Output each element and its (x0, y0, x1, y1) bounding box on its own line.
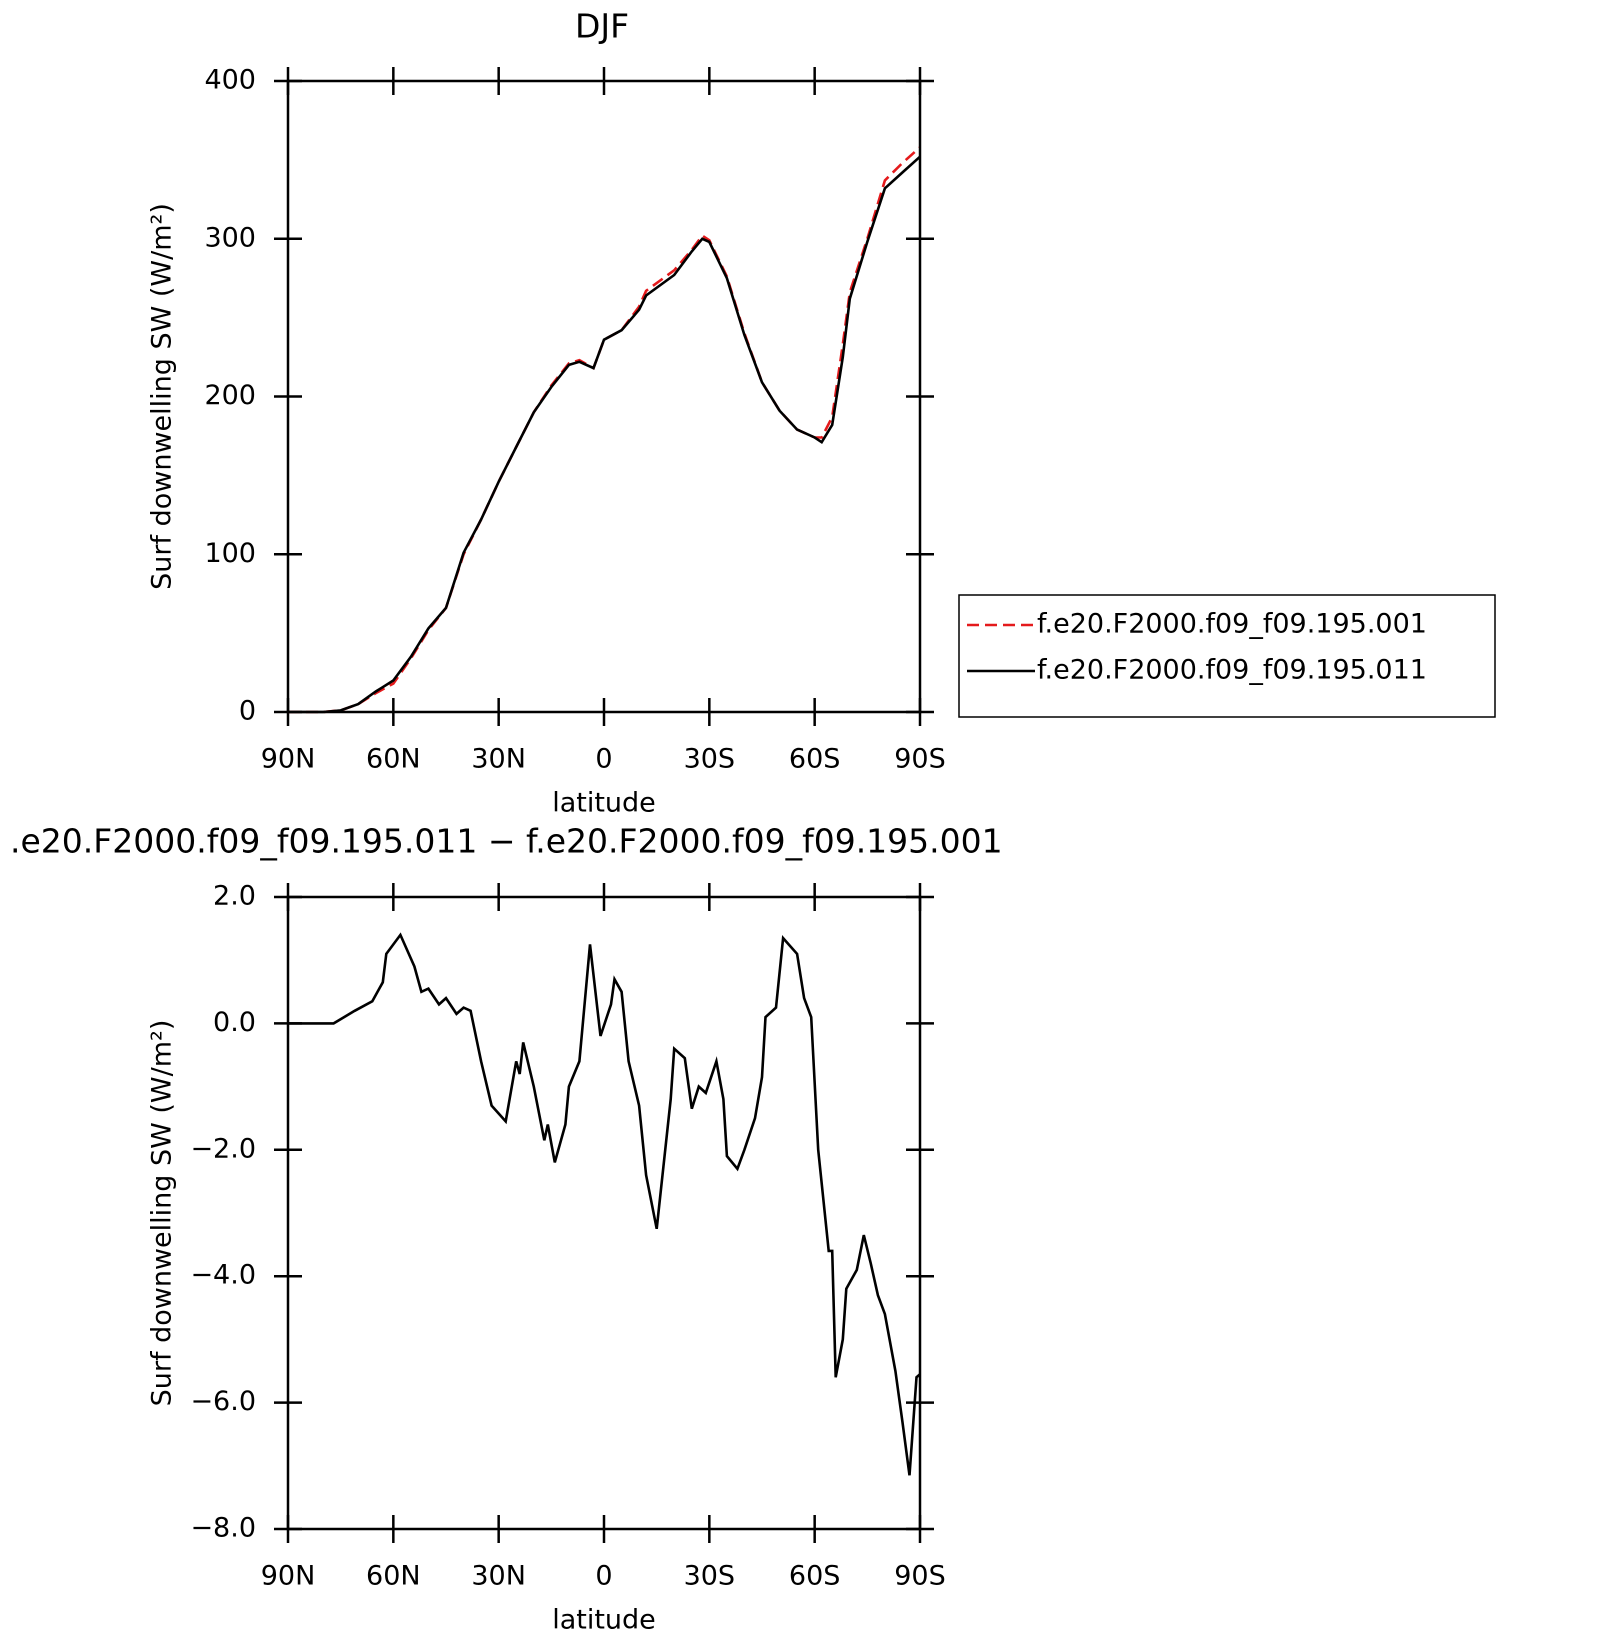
y-tick-label: 100 (204, 538, 256, 569)
y-tick-label: −4.0 (190, 1260, 256, 1291)
x-tick-label: 60N (366, 1561, 421, 1592)
y-tick-label: −6.0 (190, 1386, 256, 1417)
data-line (288, 932, 921, 1476)
data-line (288, 155, 921, 714)
x-tick-label: 30N (471, 744, 526, 775)
legend-box (958, 594, 1496, 718)
x-axis-label: latitude (552, 1605, 656, 1636)
plot-frame (286, 895, 922, 1531)
x-tick-label: 30N (471, 1561, 526, 1592)
x-tick-label: 0 (595, 744, 612, 775)
y-axis-label: Surf downwelling SW (W/m²) (147, 203, 178, 590)
data-line (288, 146, 921, 714)
x-tick-label: 30S (684, 1561, 736, 1592)
x-tick-label: 30S (684, 744, 736, 775)
y-axis-label: Surf downwelling SW (W/m²) (147, 1020, 178, 1407)
x-tick-label: 90S (894, 744, 946, 775)
y-tick-label: 0 (239, 696, 256, 727)
x-tick-label: 60S (789, 1561, 841, 1592)
y-tick-label: 0.0 (213, 1007, 256, 1038)
legend-label: f.e20.F2000.f09_f09.195.011 (1037, 655, 1427, 686)
y-tick-label: 200 (204, 380, 256, 411)
x-tick-label: 0 (595, 1561, 612, 1592)
x-tick-label: 60N (366, 744, 421, 775)
plot-frame (286, 79, 922, 714)
y-tick-label: −2.0 (190, 1133, 256, 1164)
y-tick-label: 400 (204, 65, 256, 96)
y-tick-label: −8.0 (190, 1513, 256, 1544)
x-tick-label: 90N (261, 1561, 316, 1592)
x-tick-label: 60S (789, 744, 841, 775)
y-tick-label: 300 (204, 222, 256, 253)
chart-title: .e20.F2000.f09_f09.195.011 − f.e20.F2000… (10, 822, 1003, 861)
x-tick-label: 90S (894, 1561, 946, 1592)
legend-label: f.e20.F2000.f09_f09.195.001 (1037, 609, 1427, 640)
chart-title: DJF (575, 7, 629, 46)
x-axis-label: latitude (552, 788, 656, 819)
y-tick-label: 2.0 (213, 881, 256, 912)
x-tick-label: 90N (261, 744, 316, 775)
